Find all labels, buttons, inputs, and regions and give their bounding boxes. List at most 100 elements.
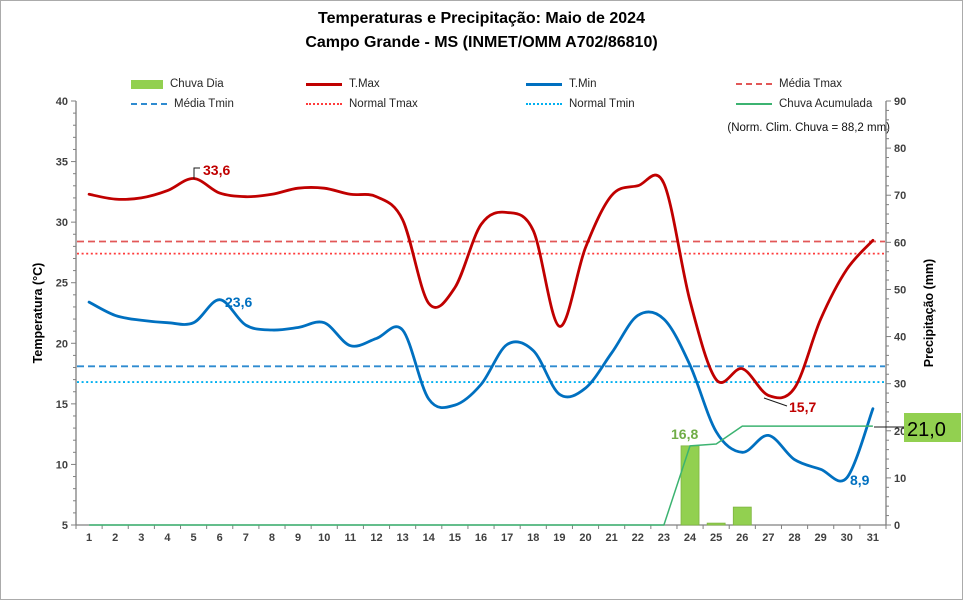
x-axis-day-label: 31 <box>867 532 879 544</box>
x-axis-day-label: 29 <box>815 532 827 544</box>
tmax-min-label-text: 15,7 <box>789 399 816 415</box>
x-axis-day-label: 30 <box>841 532 853 544</box>
tmin-min-label: 8,9 <box>850 472 870 488</box>
tmax-min-label: 15,7 <box>763 397 816 415</box>
normal-tmax-swatch-icon <box>306 103 342 105</box>
tmin-min-label-text: 8,9 <box>850 472 870 488</box>
left-axis-tick-label: 10 <box>56 459 68 471</box>
x-axis-day-label: 27 <box>762 532 774 544</box>
x-axis-day-label: 11 <box>345 532 357 544</box>
legend-label: Média Tmin <box>174 98 234 110</box>
rain-bars <box>680 445 752 526</box>
rain-day-label: 16,8 <box>671 426 698 442</box>
x-axis-day-label: 4 <box>164 532 171 544</box>
rain-total-label: 21,0 <box>874 413 961 442</box>
legend-item-normal-tmax: Normal Tmax <box>306 98 418 110</box>
tmin-peak-label-text: 23,6 <box>225 294 252 310</box>
m-dia-tmax-swatch-icon <box>736 83 772 85</box>
legend-label: Chuva Dia <box>170 78 224 90</box>
right-axis-tick-label: 20 <box>894 426 906 438</box>
left-axis-tick-label: 20 <box>56 338 68 350</box>
right-axis-tick-label: 70 <box>894 190 906 202</box>
rain-day-label-text: 16,8 <box>671 426 698 442</box>
right-axis-tick-label: 30 <box>894 379 906 391</box>
right-axis-ticks: 0 10 20 30 40 50 60 70 80 90 <box>886 96 906 532</box>
x-axis-day-label: 2 <box>112 532 118 544</box>
right-axis-tick-label: 50 <box>894 284 906 296</box>
x-axis-day-label: 10 <box>318 532 330 544</box>
left-axis-tick-label: 40 <box>56 96 68 108</box>
legend-label: Média Tmax <box>779 78 843 90</box>
left-axis-tick-label: 15 <box>56 399 68 411</box>
left-axis-ticks: 5 10 15 20 25 30 35 40 <box>56 96 76 532</box>
t-min-line <box>87 298 875 483</box>
legend-label: T.Min <box>569 78 597 90</box>
x-axis-day-label: 16 <box>475 532 487 544</box>
legend-label: Normal Tmin <box>569 98 635 110</box>
chart-subtitle: Campo Grande - MS (INMET/OMM A702/86810) <box>305 34 658 51</box>
x-axis-day-label: 14 <box>423 532 436 544</box>
rain-bar-day-24 <box>680 445 700 526</box>
x-axis-day-label: 3 <box>138 532 144 544</box>
right-axis-tick-label: 40 <box>894 332 906 344</box>
legend-label: Chuva Acumulada <box>779 98 873 110</box>
legend-item-chuva-dia: Chuva Dia <box>131 78 224 90</box>
x-axis-day-label: 26 <box>736 532 748 544</box>
right-axis-tick-label: 10 <box>894 473 906 485</box>
x-axis-day-label: 24 <box>684 532 697 544</box>
x-axis-day-label: 9 <box>295 532 301 544</box>
left-axis-tick-label: 35 <box>56 157 68 169</box>
legend-label: T.Max <box>349 78 380 90</box>
chuva-acumulada-swatch-icon <box>736 103 772 105</box>
x-axis-day-label: 5 <box>191 532 197 544</box>
tmax-min-label-leader <box>763 397 788 407</box>
x-axis-day-label: 15 <box>449 532 461 544</box>
rain-total-label-text: 21,0 <box>907 419 946 441</box>
x-axis-day-label: 21 <box>606 532 618 544</box>
x-axis-day-label: 12 <box>370 532 382 544</box>
tmax-peak-label: 33,6 <box>193 162 230 179</box>
left-axis-tick-label: 5 <box>62 520 68 532</box>
chuva-dia-swatch-icon <box>131 79 163 89</box>
right-axis-tick-label: 90 <box>894 96 906 108</box>
tmin-peak-label: 23,6 <box>225 294 252 310</box>
legend-item-m-dia-tmax: Média Tmax <box>736 78 842 90</box>
chuva-acumulada-line <box>89 425 873 526</box>
legend-label: Normal Tmax <box>349 98 418 110</box>
tmax-peak-label-leader <box>193 167 200 179</box>
x-axis-day-label: 1 <box>86 532 92 544</box>
x-axis-day-label: 25 <box>710 532 722 544</box>
x-axis-day-label: 8 <box>269 532 275 544</box>
right-axis-tick-label: 80 <box>894 143 906 155</box>
rain-total-label-box <box>904 413 961 442</box>
rain-bar-day-25 <box>706 522 726 526</box>
x-axis-day-label: 7 <box>243 532 249 544</box>
x-axis-day-label: 19 <box>553 532 565 544</box>
legend-item-chuva-acumulada: Chuva Acumulada <box>736 98 872 110</box>
axes <box>75 101 887 526</box>
legend-item-m-dia-tmin: Média Tmin <box>131 98 234 110</box>
t-max-line <box>87 173 875 400</box>
x-axis-day-label: 6 <box>217 532 223 544</box>
normal-tmin-swatch-icon <box>526 103 562 105</box>
x-axis-day-label: 18 <box>527 532 539 544</box>
rain-bar-day-26 <box>732 506 752 526</box>
legend-item-t-min: T.Min <box>526 78 596 90</box>
right-axis-tick-label: 0 <box>894 520 900 532</box>
t-min-swatch-icon <box>526 82 562 86</box>
tmax-peak-label-text: 33,6 <box>203 162 230 178</box>
left-axis-tick-label: 25 <box>56 278 68 290</box>
m-dia-tmin-swatch-icon <box>131 103 167 105</box>
chart-title: Temperaturas e Precipitação: Maio de 202… <box>318 10 645 27</box>
right-axis-tick-label: 60 <box>894 237 906 249</box>
climate-normal-note: (Norm. Clim. Chuva = 88,2 mm) <box>727 122 890 134</box>
legend-item-normal-tmin: Normal Tmin <box>526 98 635 110</box>
x-axis-day-label: 28 <box>788 532 800 544</box>
x-axis-day-label: 17 <box>501 532 513 544</box>
legend-item-t-max: T.Max <box>306 78 380 90</box>
t-max-swatch-icon <box>306 82 342 86</box>
x-axis-day-label: 22 <box>632 532 644 544</box>
x-axis-ticks: 1 2 3 4 5 6 7 8 9 10 11 12 13 14 15 16 17 18 19 20 21 22 23 24 2… <box>75 525 887 544</box>
